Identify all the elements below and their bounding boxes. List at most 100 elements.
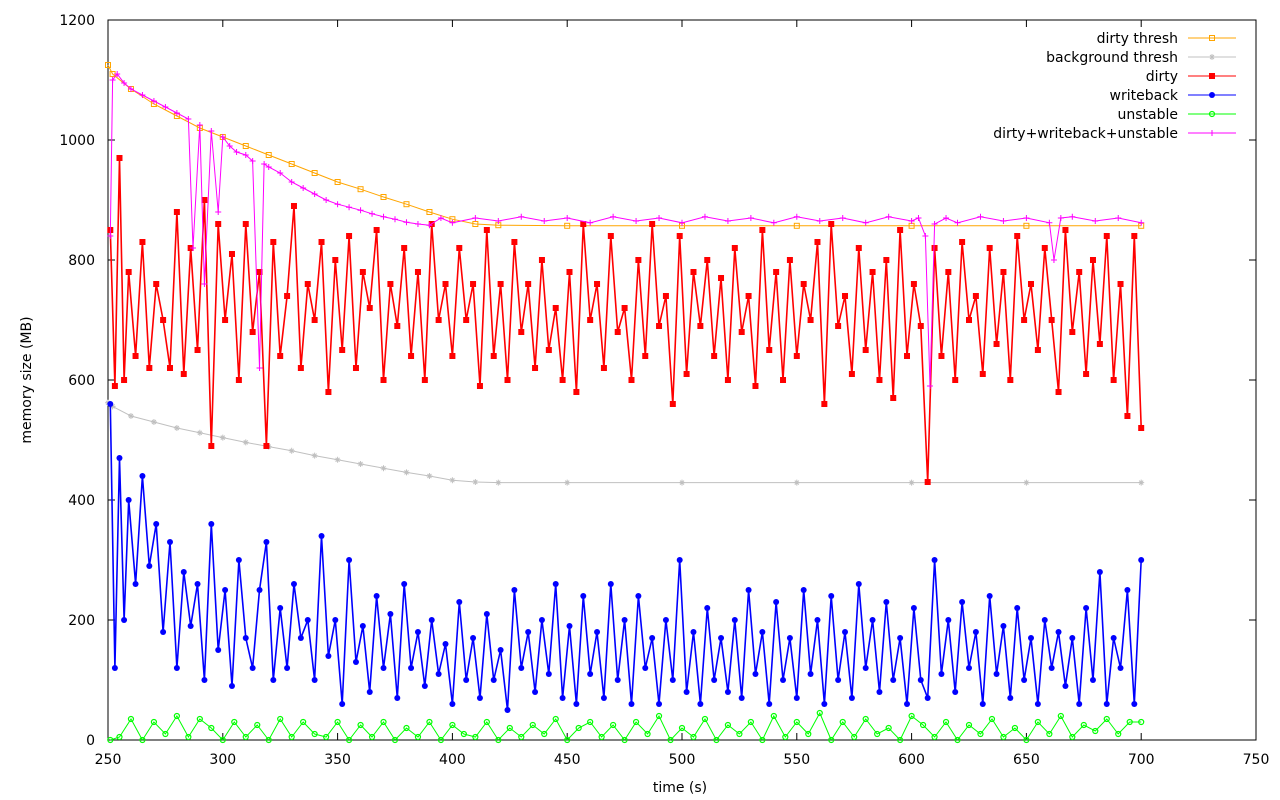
data-point (607, 233, 614, 239)
data-point (1103, 701, 1110, 707)
data-point (408, 353, 415, 359)
data-point (185, 733, 192, 741)
data-point (403, 724, 410, 732)
data-point (456, 599, 463, 605)
data-point (173, 110, 180, 116)
data-point (116, 455, 123, 461)
data-point (1124, 413, 1131, 419)
data-point (731, 617, 738, 623)
data-point (277, 353, 284, 359)
data-point (1000, 218, 1007, 224)
data-point (938, 671, 945, 677)
data-point (807, 671, 814, 677)
data-point (862, 219, 869, 226)
data-point (855, 581, 862, 587)
data-point (277, 715, 284, 723)
data-point (669, 401, 676, 407)
data-point (972, 629, 979, 635)
data-point (366, 305, 373, 311)
data-point (242, 152, 249, 158)
data-point (139, 473, 146, 479)
data-point (587, 317, 594, 323)
data-point (656, 323, 663, 329)
data-point (835, 323, 842, 329)
data-point (736, 730, 743, 738)
data-point (357, 461, 364, 467)
data-point (959, 239, 966, 245)
x-tick-label: 600 (898, 752, 925, 768)
data-point (1048, 317, 1055, 323)
data-point (208, 128, 215, 134)
data-point (421, 683, 428, 689)
data-point (323, 197, 330, 203)
data-point (261, 161, 268, 167)
data-point (821, 701, 828, 707)
legend-label: writeback (1110, 88, 1179, 104)
data-point (1069, 635, 1076, 641)
data-point (679, 219, 685, 226)
data-point (780, 377, 787, 383)
legend-marker (1209, 73, 1215, 79)
series-line (109, 157, 1142, 483)
data-point (839, 718, 846, 726)
y-tick-label: 600 (68, 373, 95, 389)
data-point (704, 605, 711, 611)
data-point (442, 281, 449, 287)
data-point (786, 635, 793, 641)
data-point (242, 143, 249, 149)
x-axis-ticks: 250 300 350 400 450 500 550 600 650 700 750 (95, 20, 1269, 768)
data-point (855, 245, 862, 251)
data-point (924, 695, 931, 701)
series-dirty (107, 155, 1145, 485)
data-point (495, 479, 502, 486)
data-point (323, 733, 330, 741)
x-tick-label: 700 (1128, 752, 1155, 768)
data-point (919, 721, 927, 729)
data-point (532, 365, 539, 371)
data-point (876, 377, 883, 383)
data-point (311, 170, 318, 176)
data-point (297, 635, 304, 641)
data-point (607, 581, 614, 587)
data-point (311, 317, 318, 323)
legend-label: background thresh (1046, 50, 1178, 66)
y-tick-label: 800 (68, 253, 95, 269)
series-unstable (107, 709, 1145, 744)
data-point (922, 233, 929, 239)
data-point (890, 677, 897, 683)
data-point (738, 695, 745, 701)
data-point (290, 203, 297, 209)
data-point (814, 239, 821, 245)
data-point (121, 377, 128, 383)
data-point (793, 353, 800, 359)
data-point (180, 371, 187, 377)
x-tick-label: 250 (95, 752, 122, 768)
data-point (1055, 629, 1062, 635)
data-point (770, 219, 777, 226)
data-point (277, 170, 284, 176)
data-point (235, 377, 242, 383)
data-point (800, 281, 807, 287)
data-point (594, 281, 601, 287)
legend: dirty thresh background thresh dirty writeb… (993, 31, 1236, 142)
data-point (766, 347, 773, 353)
legend-entry: background thresh (1046, 50, 1236, 66)
data-point (334, 201, 341, 208)
data-point (972, 293, 979, 299)
legend-entry: dirty+writeback+unstable (993, 126, 1236, 142)
data-point (401, 581, 408, 587)
data-point (564, 215, 571, 221)
data-point (525, 281, 532, 287)
data-point (621, 305, 628, 311)
data-point (1076, 269, 1083, 275)
data-point (598, 733, 605, 741)
data-point (759, 629, 766, 635)
data-point (208, 443, 215, 449)
data-point (249, 158, 256, 164)
data-point (392, 216, 398, 223)
data-point (731, 245, 738, 251)
legend-entry: dirty thresh (1097, 31, 1236, 47)
data-point (977, 730, 984, 738)
data-point (1117, 281, 1124, 287)
data-point (1062, 227, 1069, 233)
